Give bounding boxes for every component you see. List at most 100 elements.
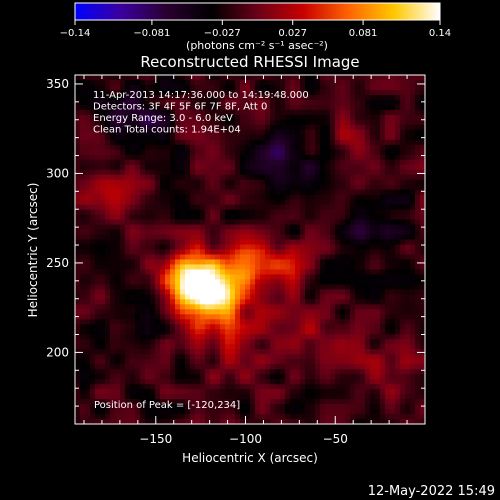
heatmap-cell <box>110 404 116 410</box>
heatmap-cell <box>235 289 241 295</box>
heatmap-cell <box>400 179 406 186</box>
heatmap-cell <box>380 129 386 136</box>
heatmap-cell <box>265 144 271 151</box>
heatmap-cell <box>260 219 266 225</box>
heatmap-cell <box>205 349 211 355</box>
heatmap-cell <box>180 184 186 191</box>
heatmap-cell <box>155 324 161 330</box>
heatmap-cell <box>195 409 201 415</box>
heatmap-cell <box>145 89 151 96</box>
heatmap-cell <box>125 114 131 121</box>
heatmap-cell <box>205 184 211 191</box>
heatmap-cell <box>400 339 406 345</box>
heatmap-cell <box>190 229 196 235</box>
heatmap-cell <box>120 384 126 390</box>
heatmap-cell <box>220 259 226 265</box>
heatmap-cell <box>355 164 361 171</box>
heatmap-cell <box>160 104 166 111</box>
heatmap-cell <box>150 299 156 305</box>
heatmap-cell <box>225 404 231 410</box>
heatmap-cell <box>375 284 381 290</box>
heatmap-cell <box>405 169 411 176</box>
heatmap-cell <box>245 294 251 300</box>
heatmap-cell <box>370 184 376 191</box>
heatmap-cell <box>185 99 191 106</box>
heatmap-cell <box>155 279 161 285</box>
heatmap-cell <box>305 279 311 285</box>
heatmap-cell <box>210 409 216 415</box>
heatmap-cell <box>395 364 401 370</box>
heatmap-cell <box>380 134 386 141</box>
heatmap-cell <box>345 139 351 146</box>
heatmap-cell <box>300 244 306 250</box>
heatmap-cell <box>115 159 121 166</box>
heatmap-cell <box>420 339 426 345</box>
heatmap-cell <box>200 234 206 240</box>
heatmap-cell <box>410 409 416 415</box>
heatmap-cell <box>340 269 346 275</box>
heatmap-cell <box>280 149 286 156</box>
heatmap-cell <box>265 274 271 280</box>
heatmap-cell <box>340 294 346 300</box>
heatmap-cell <box>315 294 321 300</box>
heatmap-cell <box>380 239 386 245</box>
heatmap-cell <box>125 224 131 230</box>
heatmap-cell <box>375 364 381 370</box>
heatmap-cell <box>305 244 311 250</box>
heatmap-cell <box>275 114 281 121</box>
heatmap-cell <box>315 99 321 106</box>
heatmap-cell <box>165 84 171 91</box>
heatmap-cell <box>220 254 226 260</box>
heatmap-cell <box>240 179 246 186</box>
heatmap-cell <box>165 124 171 131</box>
heatmap-cell <box>120 354 126 360</box>
heatmap-cell <box>190 154 196 161</box>
heatmap-cell <box>295 254 301 260</box>
heatmap-cell <box>100 419 106 425</box>
heatmap-cell <box>335 174 341 181</box>
heatmap-cell <box>210 104 216 111</box>
heatmap-cell <box>155 354 161 360</box>
heatmap-cell <box>330 324 336 330</box>
heatmap-cell <box>325 389 331 395</box>
heatmap-cell <box>250 264 256 270</box>
heatmap-cell <box>135 239 141 245</box>
heatmap-cell <box>100 194 106 201</box>
heatmap-cell <box>400 284 406 290</box>
heatmap-cell <box>245 109 251 116</box>
heatmap-cell <box>305 84 311 91</box>
heatmap-cell <box>310 259 316 265</box>
heatmap-cell <box>245 239 251 245</box>
heatmap-cell <box>215 174 221 181</box>
heatmap-cell <box>85 149 91 156</box>
heatmap-cell <box>245 289 251 295</box>
heatmap-cell <box>310 89 316 96</box>
heatmap-cell <box>120 279 126 285</box>
heatmap-cell <box>125 339 131 345</box>
heatmap-cell <box>245 119 251 126</box>
heatmap-cell <box>150 414 156 420</box>
heatmap-cell <box>80 254 86 260</box>
heatmap-cell <box>90 339 96 345</box>
heatmap-cell <box>360 104 366 111</box>
heatmap-cell <box>105 109 111 116</box>
heatmap-cell <box>410 374 416 380</box>
heatmap-cell <box>400 269 406 275</box>
heatmap-cell <box>310 379 316 385</box>
heatmap-cell <box>420 284 426 290</box>
heatmap-cell <box>280 104 286 111</box>
heatmap-cell <box>175 194 181 201</box>
heatmap-cell <box>75 279 81 285</box>
heatmap-cell <box>135 104 141 111</box>
heatmap-cell <box>340 344 346 350</box>
heatmap-cell <box>405 344 411 350</box>
heatmap-cell <box>220 384 226 390</box>
heatmap-cell <box>245 169 251 176</box>
heatmap-cell <box>355 354 361 360</box>
heatmap-cell <box>405 189 411 196</box>
heatmap-cell <box>125 204 131 211</box>
heatmap-cell <box>210 219 216 225</box>
heatmap-cell <box>275 79 281 86</box>
heatmap-cell <box>315 359 321 365</box>
heatmap-cell <box>310 79 316 86</box>
